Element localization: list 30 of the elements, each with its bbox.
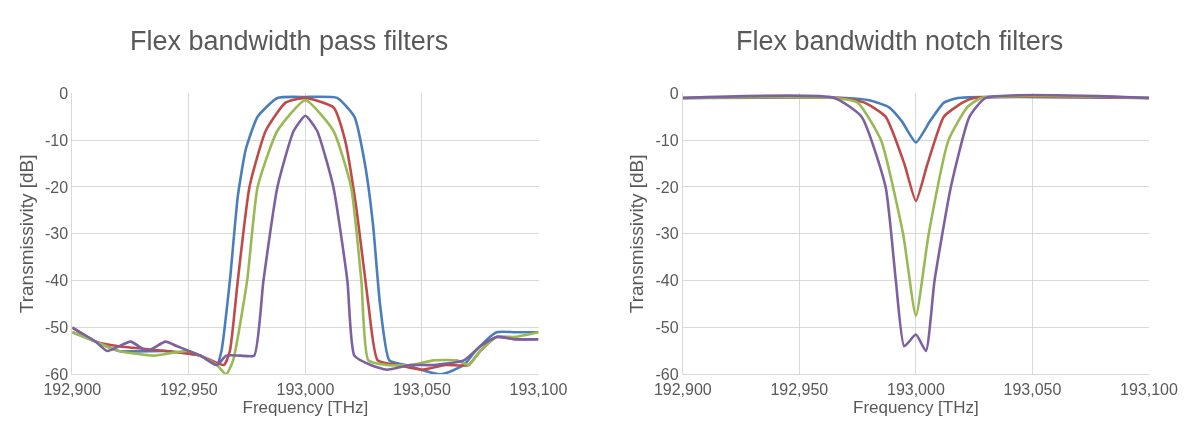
- x-tick-label: 192,950: [770, 380, 829, 398]
- x-tick-label: 193,100: [1120, 380, 1179, 398]
- y-tick-label: -60: [655, 366, 679, 383]
- y-tick-label: -30: [655, 225, 679, 243]
- x-tick-label: 193,100: [509, 380, 568, 398]
- x-tick-label: 193,050: [393, 380, 451, 398]
- x-tick-label: 193,050: [1003, 380, 1062, 398]
- x-tick-label: 192,950: [159, 380, 218, 398]
- y-axis-title: Transmissivity [dB]: [15, 154, 37, 314]
- y-tick-label: -60: [44, 366, 69, 383]
- y-tick-label: -20: [44, 178, 69, 196]
- y-tick-label: -50: [655, 319, 679, 337]
- y-tick-label: -40: [44, 272, 69, 290]
- x-tick-label: 192,900: [653, 380, 712, 398]
- chart-title: Flex bandwidth pass filters: [130, 26, 449, 56]
- x-tick-label: 193,000: [886, 380, 945, 398]
- y-tick-label: -50: [44, 319, 69, 337]
- x-tick-label: 192,900: [43, 380, 102, 398]
- x-axis-title: Frequency [THz]: [853, 397, 979, 417]
- y-axis-title: Transmissivity [dB]: [626, 154, 648, 314]
- chart-title: Flex bandwidth notch filters: [736, 26, 1064, 56]
- y-tick-label: -10: [44, 131, 69, 149]
- x-tick-label: 193,000: [276, 380, 335, 398]
- y-tick-label: -40: [655, 272, 679, 290]
- y-tick-label: -10: [655, 131, 679, 149]
- y-tick-label: -20: [655, 178, 679, 196]
- x-axis-title: Frequency [THz]: [242, 397, 369, 417]
- y-tick-label: -30: [44, 225, 69, 243]
- y-tick-label: 0: [59, 84, 69, 102]
- y-tick-label: 0: [669, 84, 679, 102]
